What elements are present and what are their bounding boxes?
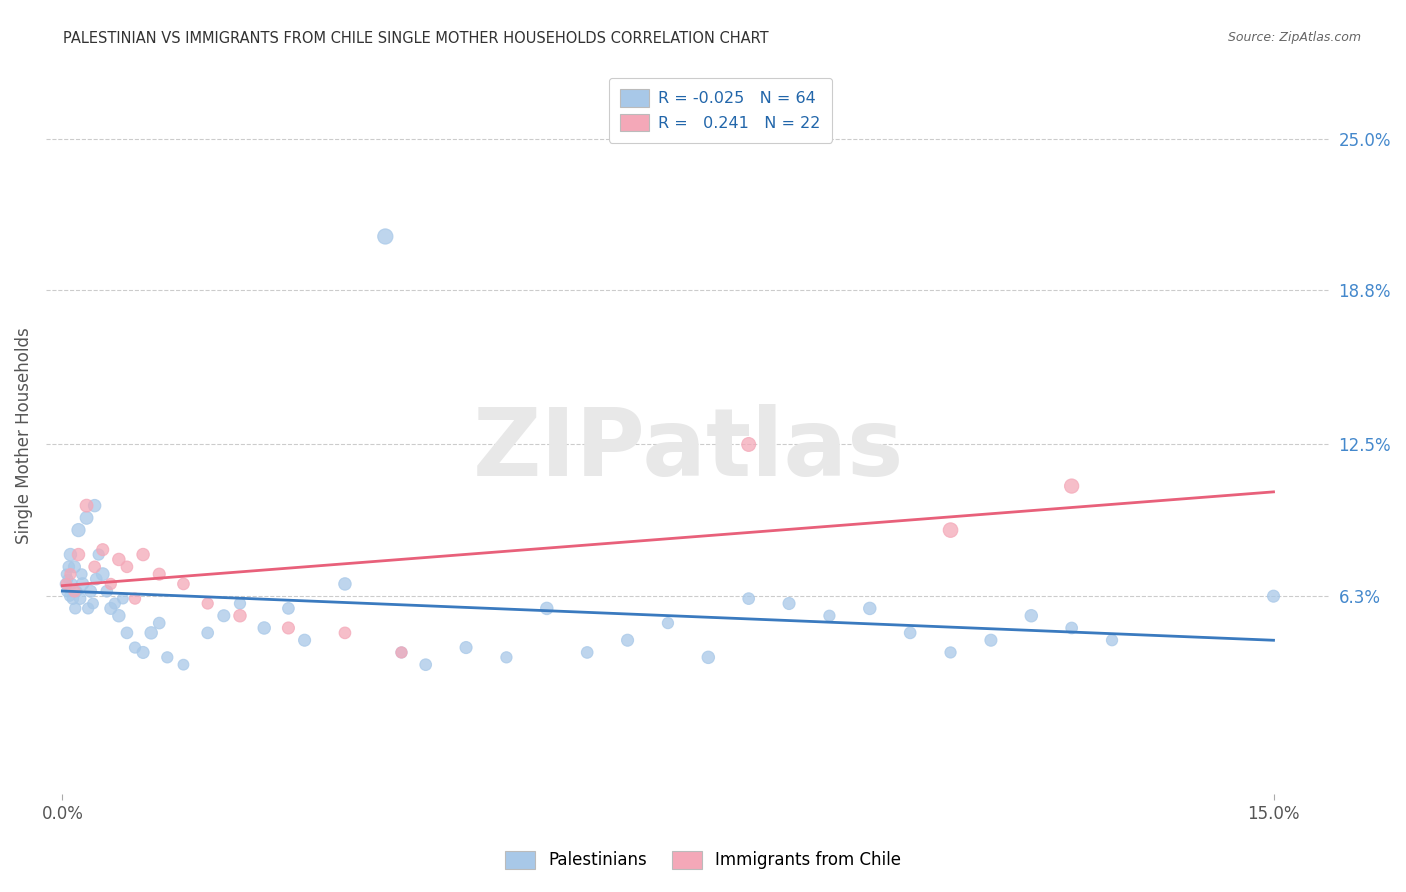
Point <box>58 559 80 574</box>
Point <box>156 650 179 665</box>
Point <box>59 589 82 603</box>
Point <box>277 621 299 635</box>
Point <box>87 548 110 562</box>
Point <box>70 567 93 582</box>
Point <box>294 633 316 648</box>
Point <box>697 650 720 665</box>
Point <box>737 591 759 606</box>
Point <box>100 577 122 591</box>
Point <box>76 511 98 525</box>
Point <box>63 584 86 599</box>
Point <box>91 567 114 582</box>
Point <box>132 645 155 659</box>
Point <box>454 640 477 655</box>
Point <box>115 626 138 640</box>
Point <box>1263 589 1285 603</box>
Point <box>172 657 194 672</box>
Point <box>778 597 800 611</box>
Point <box>60 577 83 591</box>
Point <box>415 657 437 672</box>
Point <box>1060 621 1083 635</box>
Point <box>212 608 235 623</box>
Point <box>104 597 127 611</box>
Point <box>67 548 90 562</box>
Point <box>132 548 155 562</box>
Point <box>333 577 356 591</box>
Point <box>100 601 122 615</box>
Point <box>83 499 105 513</box>
Point <box>55 577 77 591</box>
Point <box>374 229 396 244</box>
Point <box>229 608 252 623</box>
Point <box>197 626 219 640</box>
Point <box>1019 608 1042 623</box>
Point <box>56 572 79 586</box>
Point <box>391 645 413 659</box>
Point <box>91 542 114 557</box>
Point <box>72 577 94 591</box>
Legend: R = -0.025   N = 64, R =   0.241   N = 22: R = -0.025 N = 64, R = 0.241 N = 22 <box>609 78 832 143</box>
Point <box>76 499 98 513</box>
Point <box>108 552 131 566</box>
Point <box>657 616 679 631</box>
Y-axis label: Single Mother Households: Single Mother Households <box>15 327 32 544</box>
Point <box>115 559 138 574</box>
Point <box>59 567 82 582</box>
Point <box>277 601 299 615</box>
Point <box>55 577 77 591</box>
Point <box>56 584 79 599</box>
Point <box>69 591 91 606</box>
Point <box>124 591 146 606</box>
Point <box>67 523 90 537</box>
Point <box>63 559 86 574</box>
Point <box>79 584 101 599</box>
Text: ZIPatlas: ZIPatlas <box>472 404 904 496</box>
Point <box>898 626 921 640</box>
Text: PALESTINIAN VS IMMIGRANTS FROM CHILE SINGLE MOTHER HOUSEHOLDS CORRELATION CHART: PALESTINIAN VS IMMIGRANTS FROM CHILE SIN… <box>63 31 769 46</box>
Point <box>55 567 77 582</box>
Point <box>333 626 356 640</box>
Point <box>229 597 252 611</box>
Point <box>737 437 759 451</box>
Point <box>108 608 131 623</box>
Point <box>148 567 170 582</box>
Point <box>616 633 638 648</box>
Point <box>253 621 276 635</box>
Point <box>939 523 962 537</box>
Point <box>939 645 962 659</box>
Point <box>172 577 194 591</box>
Point <box>197 597 219 611</box>
Point <box>980 633 1002 648</box>
Point <box>148 616 170 631</box>
Point <box>77 601 100 615</box>
Point <box>111 591 134 606</box>
Point <box>576 645 599 659</box>
Point <box>1060 479 1083 493</box>
Point <box>818 608 841 623</box>
Point <box>1101 633 1123 648</box>
Point <box>65 601 87 615</box>
Point <box>83 559 105 574</box>
Point <box>391 645 413 659</box>
Point <box>59 548 82 562</box>
Point <box>96 584 118 599</box>
Point <box>66 584 89 599</box>
Point <box>124 640 146 655</box>
Point <box>859 601 882 615</box>
Point <box>141 626 163 640</box>
Point <box>82 597 104 611</box>
Legend: Palestinians, Immigrants from Chile: Palestinians, Immigrants from Chile <box>495 840 911 880</box>
Point <box>62 591 84 606</box>
Point <box>84 572 107 586</box>
Text: Source: ZipAtlas.com: Source: ZipAtlas.com <box>1227 31 1361 45</box>
Point <box>536 601 558 615</box>
Point <box>495 650 517 665</box>
